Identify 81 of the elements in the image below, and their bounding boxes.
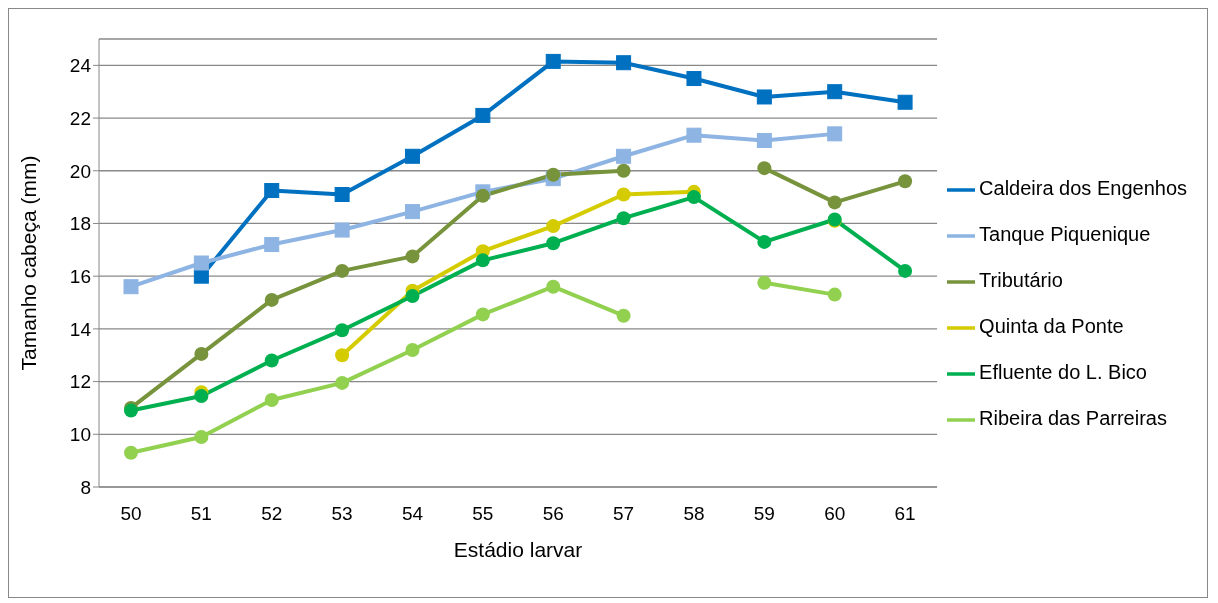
x-tick-label: 56 (542, 503, 564, 525)
point (334, 222, 350, 238)
point (335, 348, 350, 363)
legend-label: Efluente do L. Bico (979, 361, 1147, 383)
point (616, 148, 632, 164)
point (124, 445, 138, 460)
y-tick-label: 8 (80, 476, 91, 498)
legend-label: Caldeira dos Engenhos (979, 177, 1187, 199)
legend-label: Ribeira das Parreiras (979, 407, 1167, 429)
x-tick-label: 59 (753, 503, 775, 525)
x-tick-label: 50 (120, 503, 142, 525)
point (545, 53, 561, 69)
point (897, 94, 913, 110)
y-tick-label: 20 (69, 160, 91, 182)
point (123, 279, 139, 295)
y-tick-label: 14 (69, 318, 92, 340)
point (757, 275, 772, 290)
y-tick-label: 24 (69, 55, 92, 77)
point (686, 190, 701, 205)
x-axis-title: Estádio larvar (453, 538, 583, 561)
point (334, 186, 350, 202)
x-tick-label: 51 (190, 503, 212, 525)
y-tick-label: 18 (69, 213, 91, 235)
point (264, 237, 280, 253)
point (404, 148, 420, 164)
legend-label: Quinta da Ponte (979, 315, 1124, 337)
point (546, 279, 561, 294)
point (405, 342, 420, 357)
point (475, 107, 491, 123)
point (335, 263, 350, 278)
point (898, 174, 913, 189)
point (616, 163, 631, 178)
point (616, 55, 632, 71)
point (546, 219, 561, 234)
point (193, 255, 209, 271)
point (404, 204, 420, 220)
point (335, 375, 350, 390)
point (335, 323, 350, 338)
legend-label: Tanque Piquenique (979, 223, 1151, 245)
point (616, 187, 631, 202)
point (756, 89, 772, 105)
x-tick-label: 61 (894, 503, 916, 525)
point (756, 132, 772, 148)
point (475, 253, 490, 268)
y-tick-label: 22 (69, 107, 91, 129)
point (194, 346, 209, 361)
point (546, 236, 561, 251)
point (827, 84, 843, 100)
point (686, 127, 702, 143)
point (194, 429, 209, 444)
point (475, 188, 490, 203)
point (616, 308, 631, 323)
point (475, 307, 490, 322)
x-tick-label: 57 (613, 503, 635, 525)
point (264, 393, 279, 408)
point (827, 195, 842, 210)
x-tick-label: 52 (261, 503, 283, 525)
point (405, 288, 420, 303)
point (546, 167, 561, 182)
x-tick-label: 55 (472, 503, 494, 525)
legend-label: Tributário (979, 269, 1063, 291)
point (898, 263, 913, 278)
point (757, 234, 772, 249)
point (686, 71, 702, 87)
point (827, 287, 842, 302)
x-tick-label: 58 (683, 503, 705, 525)
y-tick-label: 16 (69, 265, 91, 287)
y-tick-label: 12 (69, 371, 91, 393)
point (264, 353, 279, 368)
y-tick-label: 10 (69, 424, 91, 446)
point (405, 249, 420, 264)
point (616, 211, 631, 226)
x-tick-label: 54 (401, 503, 424, 525)
point (264, 292, 279, 307)
x-tick-label: 53 (331, 503, 353, 525)
point (827, 126, 843, 142)
x-tick-label: 60 (824, 503, 846, 525)
y-axis-title: Tamanho cabeça (mm) (17, 155, 41, 371)
point (264, 183, 280, 199)
point (194, 389, 209, 404)
point (757, 161, 772, 176)
